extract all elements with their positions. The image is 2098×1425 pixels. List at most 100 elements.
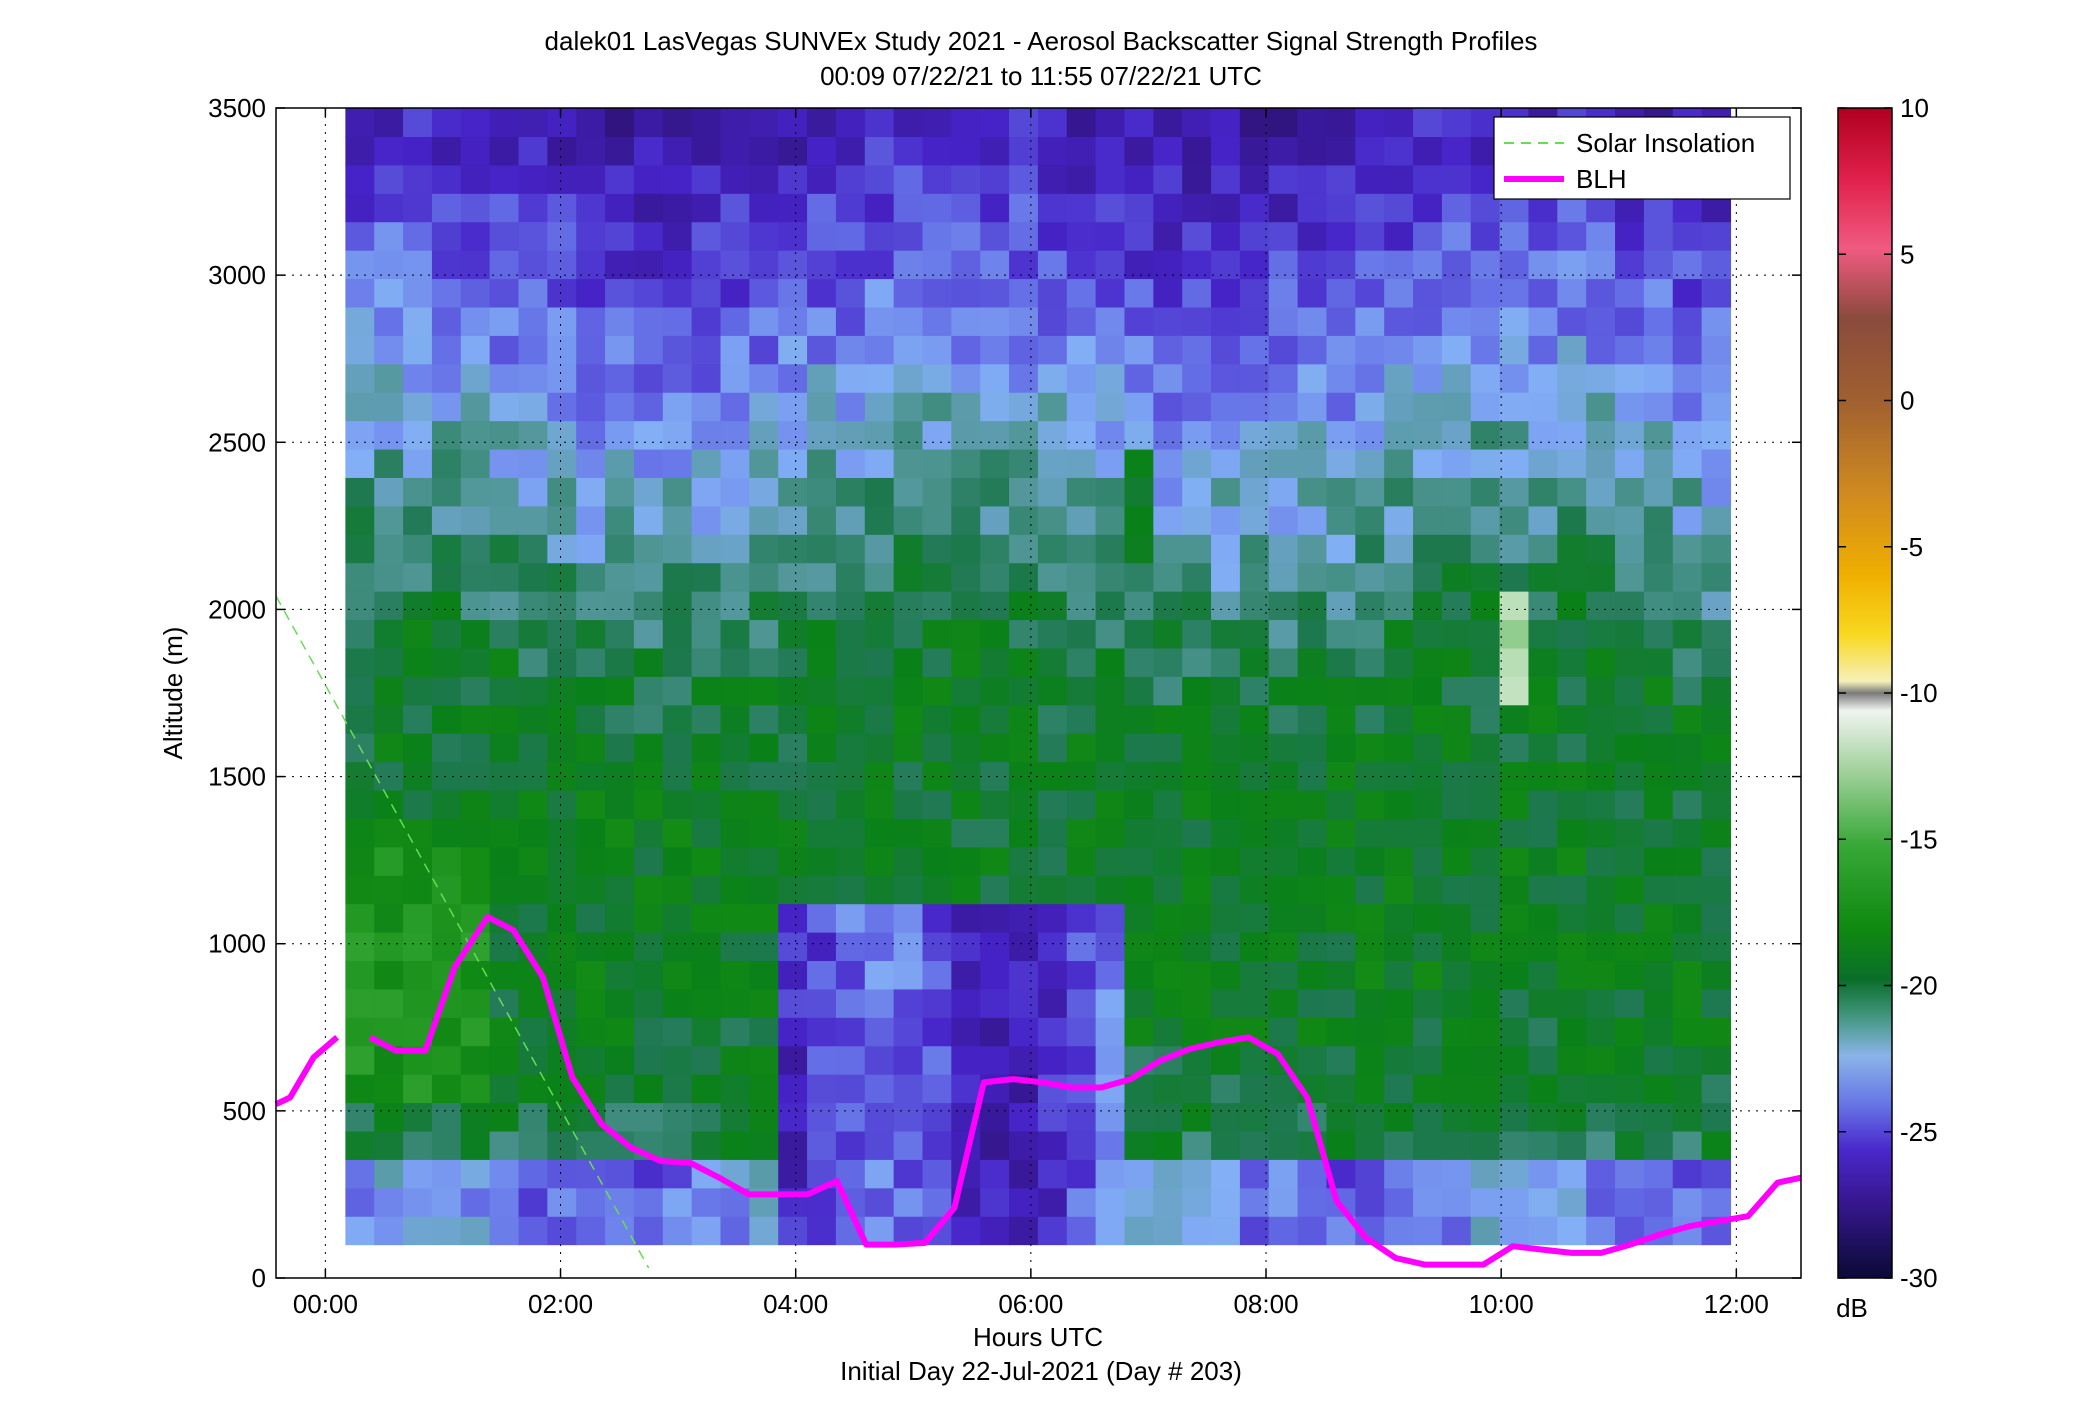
heatmap-cell (835, 108, 866, 138)
heatmap-cell (749, 505, 779, 535)
heatmap-cell (1326, 193, 1356, 223)
heatmap-cell (576, 562, 606, 592)
heatmap-cell (1528, 591, 1558, 621)
heatmap-cell (1441, 761, 1472, 791)
heatmap-cell (460, 1130, 491, 1160)
heatmap-cell (1211, 704, 1241, 734)
heatmap-cell (951, 505, 981, 535)
heatmap-cell (720, 1017, 750, 1047)
heatmap-cell (403, 363, 433, 393)
heatmap-cell (547, 250, 577, 280)
heatmap-cell (1528, 534, 1558, 564)
heatmap-cell (1211, 250, 1241, 280)
heatmap-cell (749, 250, 779, 280)
heatmap-cell (922, 534, 952, 564)
heatmap-cell (980, 761, 1010, 791)
heatmap-cell (1182, 108, 1212, 138)
heatmap-cell (1528, 1045, 1558, 1075)
heatmap-cell (605, 1216, 635, 1246)
heatmap-cell (547, 221, 577, 251)
heatmap-cell (518, 164, 548, 194)
heatmap-cell (778, 988, 808, 1018)
heatmap-cell (489, 420, 520, 450)
heatmap-cell (864, 676, 895, 706)
heatmap-cell (807, 932, 837, 962)
heatmap-cell (1701, 846, 1732, 876)
heatmap-cell (1153, 591, 1183, 621)
heatmap-cell (345, 136, 375, 166)
heatmap-cell (778, 562, 808, 592)
heatmap-cell (1239, 647, 1270, 677)
heatmap-cell (691, 1017, 722, 1047)
heatmap-cell (460, 164, 491, 194)
heatmap-cell (1384, 1216, 1414, 1246)
heatmap-cell (1095, 676, 1126, 706)
heatmap-cell (1413, 562, 1443, 592)
heatmap-cell (1211, 676, 1241, 706)
heatmap-cell (691, 221, 722, 251)
heatmap-cell (1297, 676, 1328, 706)
heatmap-cell (1326, 704, 1356, 734)
heatmap-cell (1268, 960, 1299, 990)
heatmap-cell (749, 1017, 779, 1047)
heatmap-cell (1557, 647, 1587, 677)
heatmap-cell (1441, 988, 1472, 1018)
heatmap-cell (1528, 676, 1558, 706)
heatmap-cell (1441, 562, 1472, 592)
heatmap-cell (547, 1102, 577, 1132)
heatmap-cell (374, 818, 404, 848)
y-tick-label: 500 (223, 1096, 266, 1126)
heatmap-cell (807, 448, 837, 478)
heatmap-cell (1528, 818, 1558, 848)
heatmap-cell (807, 960, 837, 990)
heatmap-cell (1643, 335, 1674, 365)
heatmap-cell (1643, 534, 1674, 564)
heatmap-cell (980, 733, 1010, 763)
heatmap-cell (460, 1102, 491, 1132)
heatmap-cell (1672, 392, 1703, 422)
heatmap-cell (403, 704, 433, 734)
heatmap-cell (1615, 875, 1645, 905)
heatmap-cell (1470, 534, 1501, 564)
heatmap-cell (1701, 875, 1732, 905)
heatmap-cell (951, 477, 981, 507)
heatmap-cell (1037, 306, 1068, 336)
heatmap-cell (345, 591, 375, 621)
heatmap-cell (345, 1102, 375, 1132)
heatmap-cell (1268, 193, 1299, 223)
heatmap-cell (1672, 789, 1703, 819)
heatmap-cell (1037, 591, 1068, 621)
heatmap-cell (749, 903, 779, 933)
heatmap-cell (1470, 505, 1501, 535)
heatmap-cell (1643, 250, 1674, 280)
heatmap-cell (1384, 477, 1414, 507)
heatmap-cell (1326, 392, 1356, 422)
heatmap-cell (835, 193, 866, 223)
heatmap-cell (1239, 392, 1270, 422)
heatmap-cell (1441, 108, 1472, 138)
heatmap-cell (1037, 1102, 1068, 1132)
heatmap-cell (691, 818, 722, 848)
heatmap-cell (460, 761, 491, 791)
heatmap-cell (691, 676, 722, 706)
heatmap-cell (431, 363, 462, 393)
heatmap-cell (518, 278, 548, 308)
heatmap-cell (1182, 903, 1212, 933)
heatmap-cell (1211, 1187, 1241, 1217)
heatmap-cell (489, 250, 520, 280)
heatmap-cell (431, 1102, 462, 1132)
heatmap-cell (835, 278, 866, 308)
heatmap-cell (1384, 193, 1414, 223)
heatmap-cell (1095, 562, 1126, 592)
heatmap-cell (922, 193, 952, 223)
heatmap-cell (893, 164, 924, 194)
heatmap-cell (1009, 619, 1039, 649)
heatmap-cell (720, 818, 750, 848)
heatmap-cell (1297, 1045, 1328, 1075)
heatmap-cell (576, 676, 606, 706)
heatmap-cell (345, 619, 375, 649)
heatmap-cell (1586, 761, 1616, 791)
heatmap-cell (489, 647, 520, 677)
heatmap-cell (1326, 591, 1356, 621)
heatmap-cell (980, 250, 1010, 280)
